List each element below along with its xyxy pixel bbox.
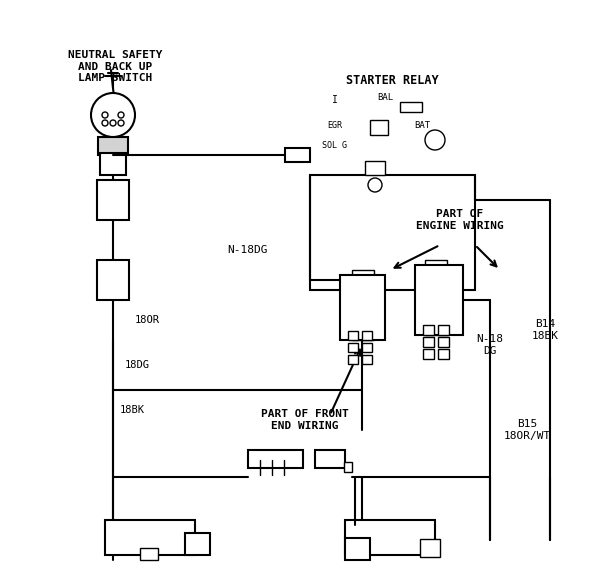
Bar: [97, 260, 129, 300]
Bar: [348, 331, 358, 340]
Bar: [423, 349, 434, 359]
Bar: [352, 332, 374, 340]
Bar: [438, 349, 449, 359]
Text: SOL G: SOL G: [323, 140, 348, 150]
Bar: [352, 270, 374, 278]
Bar: [345, 520, 435, 555]
Text: N-18DG: N-18DG: [228, 245, 268, 255]
Text: 18DG: 18DG: [125, 360, 150, 370]
Circle shape: [118, 120, 124, 126]
Circle shape: [102, 120, 108, 126]
Bar: [340, 275, 385, 340]
Bar: [348, 343, 358, 352]
Bar: [348, 355, 358, 364]
Bar: [98, 137, 128, 155]
Bar: [362, 355, 372, 364]
Bar: [362, 343, 372, 352]
Text: 18BK: 18BK: [120, 405, 145, 415]
Text: STARTER RELAY: STARTER RELAY: [346, 74, 439, 87]
Text: BAT: BAT: [414, 121, 430, 129]
Bar: [415, 265, 463, 335]
Bar: [344, 462, 352, 472]
Text: B15
18OR/WT: B15 18OR/WT: [503, 419, 551, 441]
Bar: [100, 153, 126, 175]
Bar: [438, 337, 449, 347]
Bar: [423, 325, 434, 335]
Text: B14
18BK: B14 18BK: [532, 319, 558, 341]
Circle shape: [91, 93, 135, 137]
Circle shape: [110, 120, 116, 126]
Bar: [425, 327, 447, 335]
Bar: [285, 148, 310, 162]
Bar: [438, 325, 449, 335]
Bar: [400, 102, 422, 112]
Bar: [420, 539, 440, 557]
Bar: [370, 120, 388, 135]
Bar: [140, 548, 158, 560]
Bar: [362, 331, 372, 340]
Text: PART OF
ENGINE WIRING: PART OF ENGINE WIRING: [416, 209, 504, 231]
Text: 18OR: 18OR: [135, 315, 160, 325]
Bar: [310, 175, 475, 290]
Bar: [365, 161, 385, 175]
Bar: [425, 260, 447, 268]
Circle shape: [102, 112, 108, 118]
Text: EGR: EGR: [327, 121, 343, 129]
Text: PART OF FRONT
END WIRING: PART OF FRONT END WIRING: [261, 409, 349, 431]
Text: N-18
DG: N-18 DG: [477, 334, 504, 356]
Bar: [315, 450, 345, 468]
Text: NEUTRAL SAFETY
AND BACK UP
LAMP SWITCH: NEUTRAL SAFETY AND BACK UP LAMP SWITCH: [67, 50, 162, 83]
Text: I: I: [332, 95, 338, 105]
Bar: [248, 450, 303, 468]
Text: BAL: BAL: [377, 92, 393, 102]
Bar: [345, 538, 370, 560]
Circle shape: [368, 178, 382, 192]
Bar: [97, 180, 129, 220]
Bar: [185, 533, 210, 555]
Circle shape: [425, 130, 445, 150]
Bar: [105, 520, 195, 555]
Bar: [423, 337, 434, 347]
Circle shape: [118, 112, 124, 118]
